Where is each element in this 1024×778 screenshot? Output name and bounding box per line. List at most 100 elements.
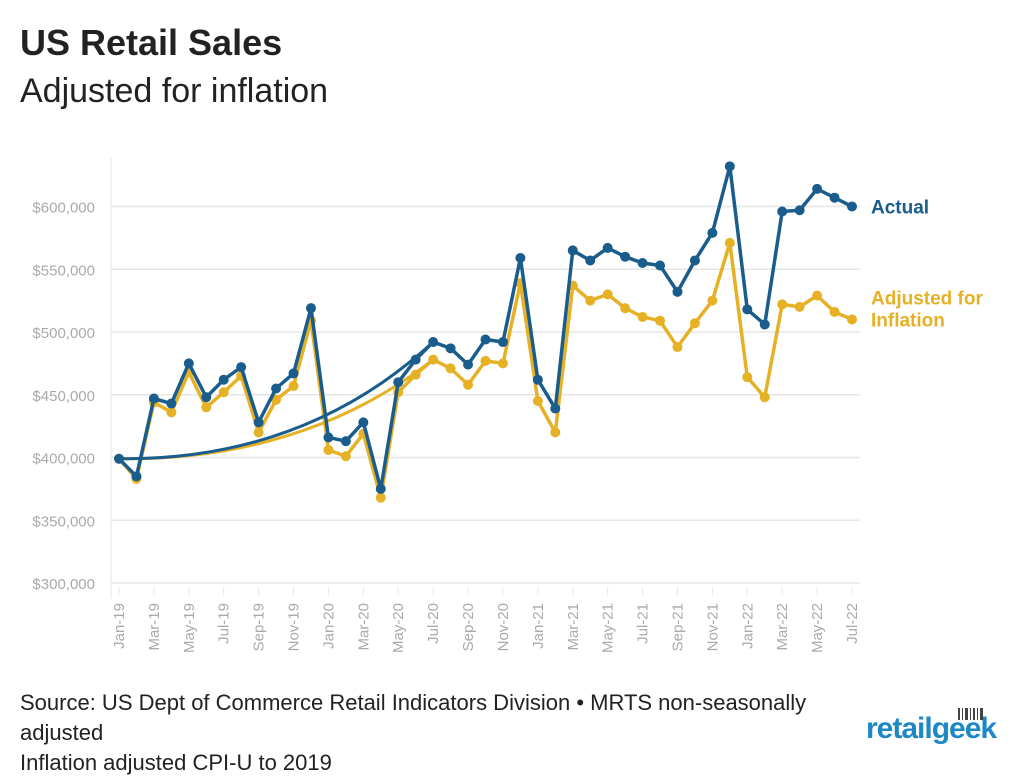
data-point-actual [655, 260, 666, 271]
data-point-adjusted [532, 396, 543, 407]
y-tick-label: $600,000 [32, 200, 95, 217]
data-point-actual [497, 337, 508, 348]
data-point-actual [724, 161, 735, 172]
logo-text-left: retail [866, 712, 933, 745]
data-point-adjusted [463, 379, 474, 390]
data-point-adjusted [707, 295, 718, 306]
data-point-adjusted [166, 407, 177, 418]
x-tick-label: Mar-19 [146, 603, 163, 651]
x-tick-label: Jul-20 [425, 603, 442, 644]
y-tick-label: $450,000 [32, 388, 95, 405]
y-tick-label: $550,000 [32, 262, 95, 279]
data-point-adjusted [794, 301, 805, 312]
x-tick-label: Sep-19 [251, 603, 268, 651]
source-line-1: Source: US Dept of Commerce Retail Indic… [20, 690, 807, 745]
data-point-adjusted [288, 380, 299, 391]
data-point-actual [829, 192, 840, 203]
x-tick-label: Jul-22 [844, 603, 861, 644]
data-point-adjusted [497, 358, 508, 369]
x-tick-label: Jan-20 [320, 603, 337, 649]
data-point-actual [515, 252, 526, 263]
x-tick-label: May-21 [600, 603, 617, 653]
data-point-actual [183, 358, 194, 369]
y-tick-label: $400,000 [32, 451, 95, 468]
line-chart: $300,000 $350,000 $400,000 $450,000 $500,000… [32, 158, 983, 653]
data-point-adjusted [847, 314, 857, 325]
data-point-actual [393, 377, 404, 388]
data-point-adjusted [550, 427, 561, 438]
data-point-actual [131, 471, 142, 482]
data-point-adjusted [637, 311, 648, 322]
data-point-actual [759, 319, 770, 330]
data-point-actual [812, 183, 823, 194]
series-curve-actual [117, 340, 435, 461]
data-point-actual [410, 354, 421, 365]
series-label-adjusted: Adjusted for Inflation [871, 288, 983, 331]
data-point-actual [794, 205, 805, 216]
data-point-actual [236, 362, 247, 373]
barcode-icon [958, 708, 983, 720]
data-point-adjusted [271, 394, 282, 405]
data-point-actual [637, 257, 648, 268]
data-point-adjusted [620, 303, 631, 314]
data-point-actual [445, 343, 456, 354]
data-point-adjusted [655, 315, 666, 326]
data-point-actual [358, 417, 369, 428]
x-tick-label: Jul-21 [635, 603, 652, 644]
data-point-actual [532, 374, 543, 385]
x-tick-label: May-20 [390, 603, 407, 653]
chart-subtitle: Adjusted for inflation [20, 72, 329, 110]
x-tick-label: Nov-20 [495, 603, 512, 651]
data-point-adjusted [375, 492, 386, 503]
x-tick-label: May-19 [181, 603, 198, 653]
x-tick-label: Nov-19 [286, 603, 303, 651]
data-point-adjusted [812, 290, 823, 301]
data-point-adjusted [829, 306, 840, 317]
data-point-actual [689, 255, 700, 266]
data-point-actual [550, 403, 561, 414]
x-tick-label: May-22 [809, 603, 826, 653]
data-point-actual [463, 359, 474, 370]
y-tick-label: $500,000 [32, 325, 95, 342]
data-point-adjusted [323, 444, 334, 455]
data-point-adjusted [428, 354, 439, 365]
data-point-actual [777, 206, 788, 217]
data-point-adjusted [689, 318, 700, 329]
data-point-adjusted [742, 372, 753, 383]
x-tick-label: Jul-19 [216, 603, 233, 644]
chart-title: US Retail Sales [20, 22, 283, 63]
data-point-actual [305, 303, 316, 314]
data-point-actual [602, 242, 613, 253]
logo-text-right: geek [931, 712, 997, 745]
x-tick-label: Nov-21 [704, 603, 721, 651]
x-tick-label: Mar-20 [355, 603, 372, 651]
x-tick-label: Jan-22 [739, 603, 756, 649]
series-label-actual: Actual [871, 198, 929, 219]
x-tick-label: Jan-21 [530, 603, 547, 649]
data-point-actual [271, 383, 282, 394]
data-point-actual [480, 334, 491, 345]
data-point-actual [567, 245, 578, 256]
y-tick-label: $350,000 [32, 513, 95, 530]
data-point-actual [148, 393, 159, 404]
data-point-actual [847, 201, 857, 212]
data-point-actual [375, 483, 386, 494]
data-point-actual [114, 453, 124, 464]
retailgeek-logo: retailgeek [866, 712, 997, 746]
data-point-actual [585, 255, 596, 266]
data-point-actual [707, 227, 718, 238]
data-point-adjusted [480, 355, 491, 366]
series-line-adjusted [117, 241, 853, 500]
data-point-actual [201, 392, 212, 403]
data-point-actual [253, 417, 264, 428]
data-point-actual [323, 432, 334, 443]
data-point-adjusted [585, 295, 596, 306]
data-point-actual [620, 251, 631, 262]
data-point-actual [340, 436, 351, 447]
source-note: Source: US Dept of Commerce Retail Indic… [20, 688, 880, 778]
source-line-2: Inflation adjusted CPI-U to 2019 [20, 750, 332, 775]
x-tick-label: Jan-19 [111, 603, 128, 649]
data-point-adjusted [340, 451, 351, 462]
data-point-adjusted [218, 387, 229, 398]
data-point-adjusted [201, 402, 212, 413]
